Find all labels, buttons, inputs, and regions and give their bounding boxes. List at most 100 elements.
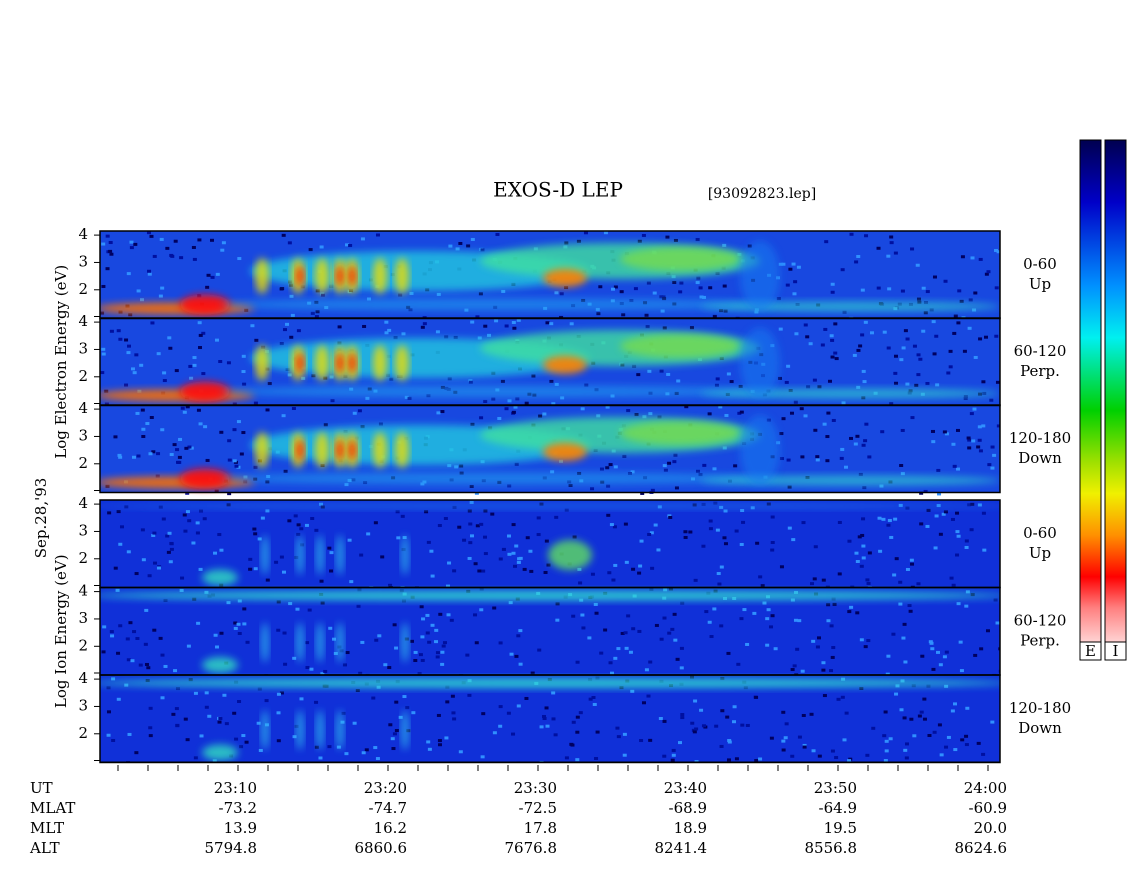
y-tick-label: 4 xyxy=(78,225,88,243)
row-value: 20.0 xyxy=(974,819,1007,837)
noise xyxy=(981,424,986,428)
noise xyxy=(647,532,652,536)
noise xyxy=(715,528,720,532)
noise xyxy=(883,710,888,714)
noise xyxy=(197,321,202,325)
noise xyxy=(430,623,435,627)
noise xyxy=(418,653,423,657)
noise xyxy=(963,397,968,401)
noise xyxy=(693,699,698,703)
noise xyxy=(341,711,346,715)
noise xyxy=(773,647,778,651)
intensity-feature xyxy=(348,353,356,373)
noise xyxy=(152,531,157,535)
noise xyxy=(662,719,667,723)
noise xyxy=(127,344,132,348)
noise xyxy=(623,522,628,526)
noise xyxy=(934,334,939,338)
intensity-feature xyxy=(620,421,740,445)
noise xyxy=(820,343,825,347)
noise xyxy=(218,360,223,364)
noise xyxy=(402,695,407,699)
noise xyxy=(393,336,398,340)
noise xyxy=(631,567,636,571)
noise xyxy=(960,255,965,259)
noise xyxy=(944,650,949,654)
pitch-angle-label: 0-60 xyxy=(1023,255,1057,273)
noise xyxy=(426,740,431,744)
noise xyxy=(506,711,511,715)
noise xyxy=(307,608,312,612)
noise xyxy=(680,716,685,720)
noise xyxy=(314,528,319,532)
noise xyxy=(712,607,717,611)
noise xyxy=(978,257,983,261)
noise xyxy=(395,510,400,514)
noise xyxy=(183,529,188,533)
noise xyxy=(232,428,237,432)
noise xyxy=(781,739,786,743)
noise xyxy=(348,244,353,248)
noise xyxy=(679,281,684,285)
noise xyxy=(514,462,519,466)
noise xyxy=(483,399,488,403)
intensity-feature xyxy=(543,356,587,374)
noise xyxy=(581,626,586,630)
noise xyxy=(168,560,173,564)
noise xyxy=(462,538,467,542)
noise xyxy=(671,748,676,752)
noise xyxy=(956,321,961,325)
noise xyxy=(777,376,782,380)
intensity-feature xyxy=(315,258,329,294)
noise xyxy=(817,754,822,758)
noise xyxy=(659,295,664,299)
noise xyxy=(880,430,885,434)
noise xyxy=(769,736,774,740)
noise xyxy=(922,697,927,701)
pitch-angle-label: 0-60 xyxy=(1023,524,1057,542)
noise xyxy=(506,534,511,538)
noise xyxy=(849,232,854,236)
color-bar-box xyxy=(1104,641,1127,661)
noise xyxy=(212,759,217,762)
noise xyxy=(649,587,654,591)
noise xyxy=(446,613,451,617)
intensity-feature xyxy=(180,381,230,402)
noise xyxy=(933,546,938,550)
noise xyxy=(551,717,556,721)
noise xyxy=(452,717,457,721)
noise xyxy=(215,272,220,276)
noise xyxy=(185,738,190,742)
noise xyxy=(241,354,246,358)
noise xyxy=(167,531,172,535)
y-tick-label: 3 xyxy=(78,696,88,714)
noise xyxy=(144,662,149,666)
noise xyxy=(239,745,244,749)
noise xyxy=(457,525,462,529)
noise xyxy=(637,629,642,633)
noise xyxy=(701,724,706,728)
noise xyxy=(803,414,808,418)
noise xyxy=(504,324,509,328)
noise xyxy=(360,237,365,241)
noise xyxy=(227,458,232,462)
intensity-feature xyxy=(220,385,780,398)
noise xyxy=(156,452,161,456)
noise xyxy=(674,486,679,490)
noise xyxy=(469,500,474,504)
row-value: 8624.6 xyxy=(955,839,1008,857)
row-value: 8241.4 xyxy=(655,839,708,857)
noise xyxy=(160,653,165,657)
noise xyxy=(726,372,731,376)
noise xyxy=(320,601,325,605)
noise xyxy=(434,640,439,644)
noise xyxy=(833,322,838,326)
noise xyxy=(670,758,675,762)
noise xyxy=(152,561,157,565)
noise xyxy=(914,383,919,387)
noise xyxy=(722,243,727,247)
noise xyxy=(762,601,767,605)
noise xyxy=(831,646,836,650)
row-value: -64.9 xyxy=(819,799,857,817)
